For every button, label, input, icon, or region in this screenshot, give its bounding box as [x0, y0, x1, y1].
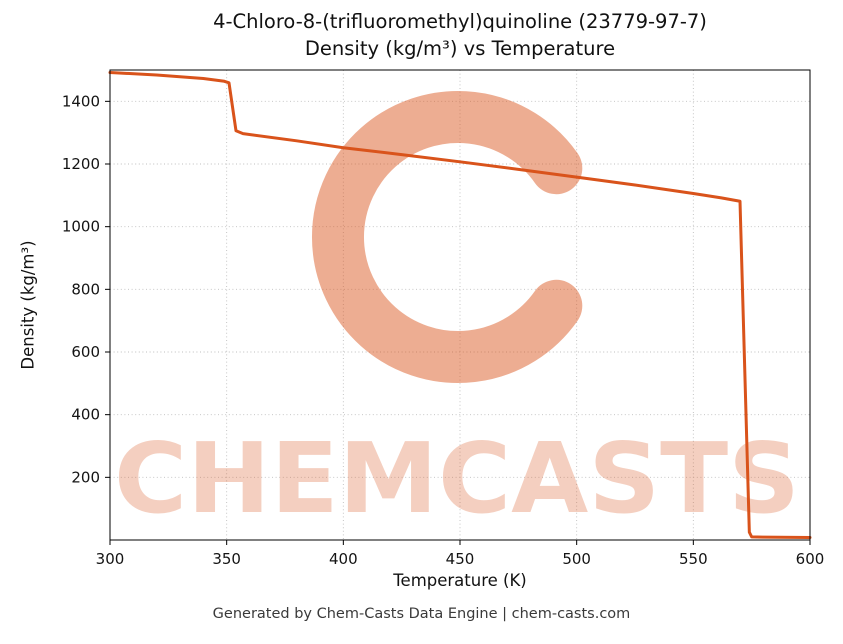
y-tick-label: 1400: [62, 92, 100, 110]
x-tick-label: 500: [562, 550, 591, 568]
y-tick-label: 1000: [62, 218, 100, 236]
y-tick-label: 200: [71, 468, 100, 486]
watermark-text: CHEMCASTS: [114, 422, 800, 535]
chemcasts-c-logo-icon: [312, 91, 583, 383]
footer-credit: Generated by Chem-Casts Data Engine | ch…: [212, 606, 631, 622]
x-axis-label: Temperature (K): [393, 571, 527, 590]
x-tick-label: 450: [446, 550, 475, 568]
chart-title: 4-Chloro-8-(trifluoromethyl)quinoline (2…: [110, 8, 810, 62]
chart-title-line1: 4-Chloro-8-(trifluoromethyl)quinoline (2…: [213, 10, 707, 33]
x-tick-label: 400: [329, 550, 358, 568]
x-tick-label: 300: [96, 550, 125, 568]
y-tick-label: 800: [71, 280, 100, 298]
y-tick-label: 400: [71, 406, 100, 424]
density-series-line: [108, 71, 812, 539]
chart-title-line2: Density (kg/m³) vs Temperature: [304, 37, 616, 60]
x-tick-label: 550: [679, 550, 708, 568]
y-tick-label: 1200: [62, 155, 100, 173]
x-tick-label: 600: [796, 550, 825, 568]
y-axis-label: Density (kg/m³): [18, 240, 38, 370]
x-tick-label: 350: [212, 550, 241, 568]
y-tick-label: 600: [71, 343, 100, 361]
